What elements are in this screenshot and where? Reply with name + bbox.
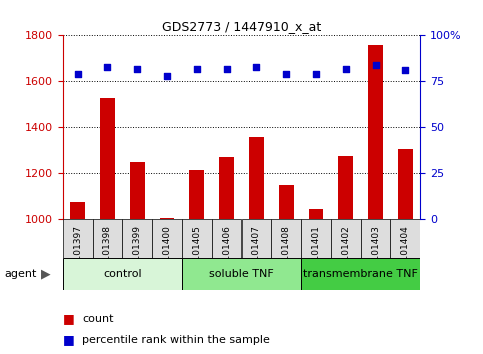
Text: ■: ■ [63, 333, 74, 346]
Text: GSM101405: GSM101405 [192, 225, 201, 280]
Bar [152, 219, 182, 258]
Point [253, 64, 260, 69]
Bar [398, 149, 413, 219]
Bar [361, 219, 390, 258]
Bar [331, 219, 361, 258]
Text: GSM101398: GSM101398 [103, 225, 112, 280]
Text: ▶: ▶ [41, 268, 51, 281]
Bar [338, 156, 353, 219]
Text: GSM101397: GSM101397 [73, 225, 82, 280]
Text: GSM101402: GSM101402 [341, 225, 350, 280]
Bar [100, 97, 115, 219]
Bar [70, 202, 85, 219]
Point [163, 73, 171, 79]
Text: GSM101400: GSM101400 [163, 225, 171, 280]
Text: GSM101403: GSM101403 [371, 225, 380, 280]
Text: GSM101406: GSM101406 [222, 225, 231, 280]
Text: GSM101404: GSM101404 [401, 225, 410, 280]
Point [74, 71, 82, 77]
Title: GDS2773 / 1447910_x_at: GDS2773 / 1447910_x_at [162, 20, 321, 33]
Text: soluble TNF: soluble TNF [209, 269, 274, 279]
Bar [271, 219, 301, 258]
Text: percentile rank within the sample: percentile rank within the sample [82, 335, 270, 345]
Text: GSM101408: GSM101408 [282, 225, 291, 280]
Point [372, 62, 380, 68]
Bar [93, 219, 122, 258]
Bar [182, 219, 212, 258]
Bar [249, 137, 264, 219]
Text: count: count [82, 314, 114, 324]
Bar [301, 258, 420, 290]
Bar [189, 170, 204, 219]
Bar [212, 219, 242, 258]
Bar [63, 258, 182, 290]
Point [133, 66, 141, 72]
Point [401, 68, 409, 73]
Text: GSM101399: GSM101399 [133, 225, 142, 280]
Text: transmembrane TNF: transmembrane TNF [303, 269, 418, 279]
Text: agent: agent [5, 269, 37, 279]
Bar [122, 219, 152, 258]
Bar [390, 219, 420, 258]
Point [312, 71, 320, 77]
Bar [301, 219, 331, 258]
Text: GSM101407: GSM101407 [252, 225, 261, 280]
Bar [309, 209, 324, 219]
Bar [182, 258, 301, 290]
Bar [159, 218, 174, 219]
Bar [63, 219, 93, 258]
Bar [130, 162, 145, 219]
Bar [368, 45, 383, 219]
Text: control: control [103, 269, 142, 279]
Text: ■: ■ [63, 312, 74, 325]
Point [282, 71, 290, 77]
Point [193, 66, 201, 72]
Point [104, 64, 112, 69]
Point [223, 66, 230, 72]
Point [342, 66, 350, 72]
Bar [219, 157, 234, 219]
Bar [242, 219, 271, 258]
Bar [279, 185, 294, 219]
Text: GSM101401: GSM101401 [312, 225, 320, 280]
